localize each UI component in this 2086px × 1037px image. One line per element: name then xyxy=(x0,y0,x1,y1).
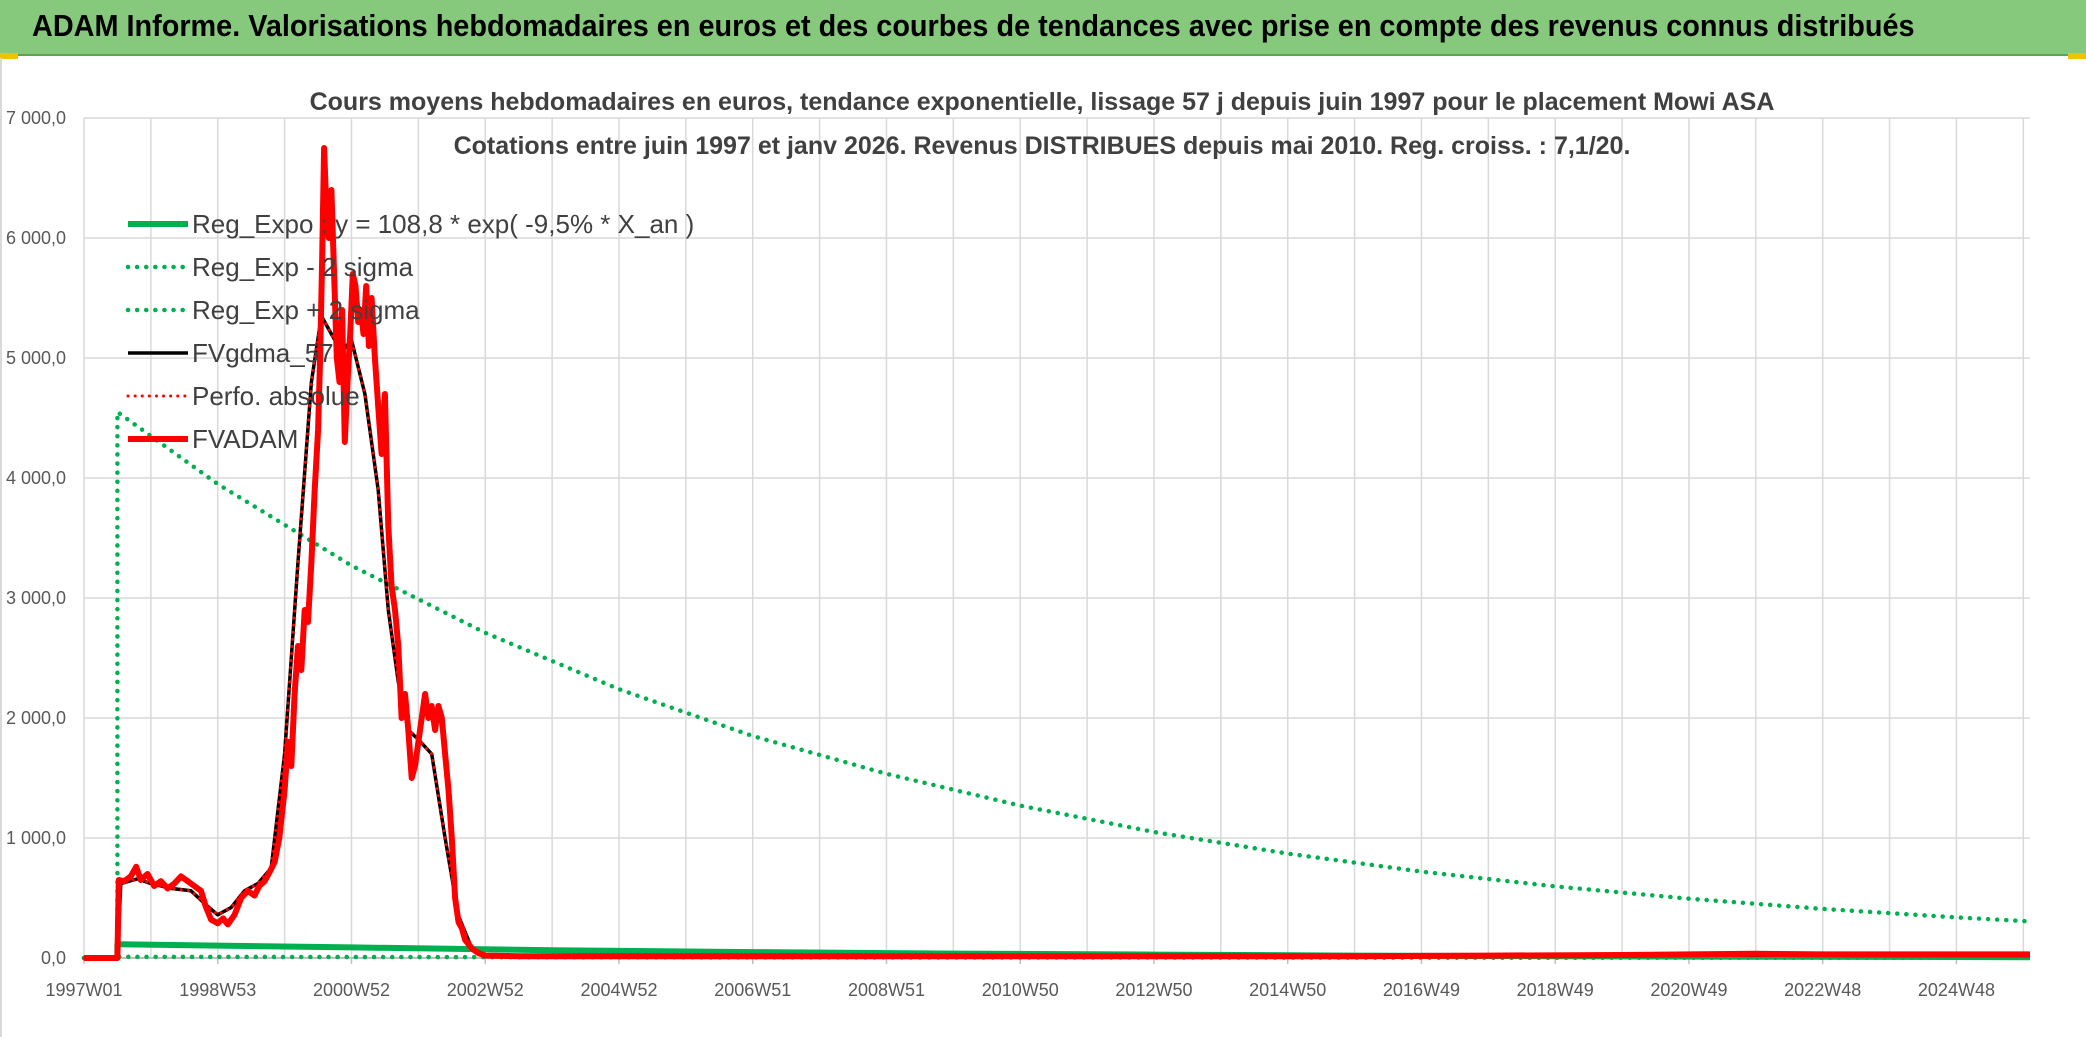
x-tick-label: 2002W52 xyxy=(447,980,524,1000)
series xyxy=(81,145,2033,961)
legend-label: Reg_Expo : y = 108,8 * exp( -9,5% * X_an… xyxy=(192,209,694,239)
x-tick-label: 1998W53 xyxy=(179,980,256,1000)
y-tick-label: 2 000,0 xyxy=(6,708,66,728)
y-tick-label: 0,0 xyxy=(41,948,66,968)
x-tick-label: 2018W49 xyxy=(1517,980,1594,1000)
y-tick-label: 7 000,0 xyxy=(6,108,66,128)
chart-subtitle: Cotations entre juin 1997 et janv 2026. … xyxy=(454,132,1631,160)
x-tick-label: 2020W49 xyxy=(1650,980,1727,1000)
chart-title: Cours moyens hebdomadaires en euros, ten… xyxy=(310,88,1775,116)
gridlines xyxy=(83,117,2030,959)
legend-label: FVgdma_57 xyxy=(192,338,334,368)
banner-title: ADAM Informe. Valorisations hebdomadaire… xyxy=(32,8,1915,43)
y-tick-label: 5 000,0 xyxy=(6,348,66,368)
x-tick-label: 2008W51 xyxy=(848,980,925,1000)
legend: Reg_Expo : y = 108,8 * exp( -9,5% * X_an… xyxy=(125,209,694,454)
chart-area: 0,0 1 000,0 2 000,0 3 000,0 4 000,0 5 000,0 6 … xyxy=(0,58,2086,1037)
legend-label: FVADAM xyxy=(192,424,298,454)
legend-label: Reg_Exp - 2 sigma xyxy=(192,252,414,282)
y-tick-label: 6 000,0 xyxy=(6,228,66,248)
legend-label: Reg_Exp + 2 sigma xyxy=(192,295,420,325)
series-line-5 xyxy=(84,145,2030,961)
legend-label: Perfo. absolue xyxy=(192,381,360,411)
x-tick-label: 2006W51 xyxy=(714,980,791,1000)
y-tick-label: 3 000,0 xyxy=(6,588,66,608)
x-tick-label: 2010W50 xyxy=(982,980,1059,1000)
corner-marker-left xyxy=(0,53,18,59)
chart-titles: Cours moyens hebdomadaires en euros, ten… xyxy=(310,88,1775,160)
series-line-2 xyxy=(81,409,2033,961)
x-tick-label: 2024W48 xyxy=(1918,980,1995,1000)
x-tick-label: 2014W50 xyxy=(1249,980,1326,1000)
x-tick-label: 2004W52 xyxy=(580,980,657,1000)
x-tick-label: 2000W52 xyxy=(313,980,390,1000)
x-tick-label: 2012W50 xyxy=(1115,980,1192,1000)
axes: 0,0 1 000,0 2 000,0 3 000,0 4 000,0 5 000,0 6 … xyxy=(6,108,2030,1000)
report-banner: ADAM Informe. Valorisations hebdomadaire… xyxy=(0,0,2086,56)
line-chart: 0,0 1 000,0 2 000,0 3 000,0 4 000,0 5 000,0 6 … xyxy=(6,88,2033,1000)
corner-marker-right xyxy=(2068,53,2086,59)
x-tick-label: 2016W49 xyxy=(1383,980,1460,1000)
y-tick-label: 1 000,0 xyxy=(6,828,66,848)
x-tick-label: 2022W48 xyxy=(1784,980,1861,1000)
y-tick-label: 4 000,0 xyxy=(6,468,66,488)
x-tick-label: 1997W01 xyxy=(45,980,122,1000)
